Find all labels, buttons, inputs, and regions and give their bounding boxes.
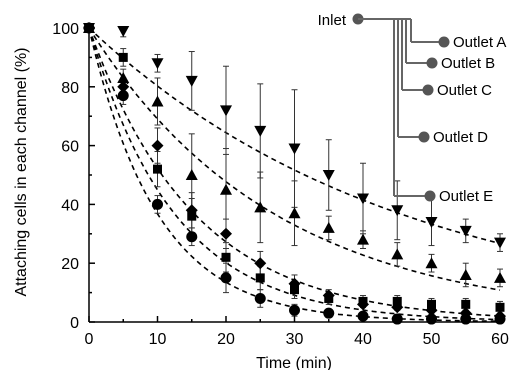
inset-lines (352, 13, 450, 202)
data-point-triangle-down (391, 205, 404, 217)
data-point-triangle-down (117, 25, 130, 37)
data-point-square (358, 296, 368, 306)
data-point-triangle-up (185, 169, 198, 180)
error-bars (120, 27, 503, 323)
data-point-diamond (220, 227, 232, 240)
data-point-triangle-up (151, 95, 164, 107)
x-tick-label: 60 (491, 331, 509, 348)
data-point-circle (254, 292, 266, 304)
x-tick-label: 50 (423, 331, 441, 348)
data-point-triangle-down (425, 217, 438, 229)
data-point-square (153, 164, 162, 174)
data-point-triangle-up (459, 268, 472, 280)
data-point-diamond (117, 80, 130, 93)
x-tick-label: 20 (217, 331, 235, 348)
data-point-triangle-down (151, 58, 164, 70)
y-tick-label: 60 (61, 139, 79, 156)
x-tick-label: 40 (354, 331, 372, 348)
data-point-square (461, 299, 471, 309)
x-ticks: 0 10 20 30 40 50 60 (85, 316, 509, 348)
data-point-triangle-down (459, 225, 472, 237)
y-tick-label: 0 (70, 315, 79, 332)
data-point-circle (323, 307, 335, 319)
data-point-square (187, 211, 197, 221)
outlet-dot (418, 131, 430, 143)
data-point-triangle-up (220, 183, 232, 195)
data-point-square (392, 296, 402, 306)
outlet-label: Outlet B (441, 55, 495, 72)
data-point-triangle-down (357, 193, 369, 205)
y-axis-title: Attaching cells in each channel (%) (13, 47, 30, 296)
y-tick-label: 20 (61, 256, 79, 273)
data-point-square (118, 52, 128, 62)
data-point-triangle-down (288, 143, 301, 155)
outlet-label: Outlet C (437, 82, 492, 99)
data-point-square (427, 299, 436, 309)
outlet-label: Outlet E (439, 188, 493, 205)
data-point-triangle-up (494, 271, 506, 283)
x-axis-title: Time (min) (256, 355, 332, 370)
data-point-triangle-down (185, 75, 198, 87)
data-point-square (221, 252, 231, 262)
data-point-triangle-down (322, 170, 335, 181)
x-tick-label: 30 (286, 331, 304, 348)
outlet-dot (426, 57, 438, 69)
data-point-triangle-up (117, 71, 130, 83)
outlet-label: Outlet D (433, 129, 488, 146)
data-point-square (324, 293, 334, 303)
data-point-triangle-up (391, 248, 404, 260)
data-point-diamond (254, 257, 267, 270)
y-tick-label: 100 (52, 21, 79, 38)
x-tick-label: 10 (149, 331, 167, 348)
x-tick-label: 0 (85, 331, 94, 348)
outlet-dot (438, 36, 450, 48)
data-point-square (495, 302, 505, 312)
outlet-dot (422, 84, 434, 96)
y-tick-label: 80 (61, 80, 79, 97)
data-point-triangle-up (254, 201, 267, 213)
inset-outlet-labels: Outlet A Outlet B Outlet C Outlet D Outlet E (433, 34, 506, 205)
data-point-triangle-up (322, 221, 335, 233)
data-point-triangle-down (494, 237, 506, 249)
data-point-triangle-up (357, 233, 369, 245)
data-point-circle (289, 304, 300, 316)
data-point-triangle-down (220, 105, 232, 117)
data-point-circle (186, 231, 198, 243)
data-point-diamond (151, 139, 164, 152)
data-point-square (290, 285, 299, 295)
y-ticks: 0 20 40 60 80 100 (52, 21, 95, 332)
y-tick-label: 40 (61, 197, 79, 214)
inlet-label: Inlet (318, 12, 347, 29)
data-point-circle (220, 272, 232, 284)
data-point-triangle-up (288, 207, 301, 219)
data-point-circle (117, 90, 129, 102)
outlet-label: Outlet A (453, 34, 506, 51)
data-point-circle (152, 198, 163, 210)
outlet-dot (424, 190, 436, 202)
data-point-triangle-down (254, 125, 267, 137)
data-point-square (255, 273, 265, 283)
data-point-triangle-up (425, 257, 438, 269)
